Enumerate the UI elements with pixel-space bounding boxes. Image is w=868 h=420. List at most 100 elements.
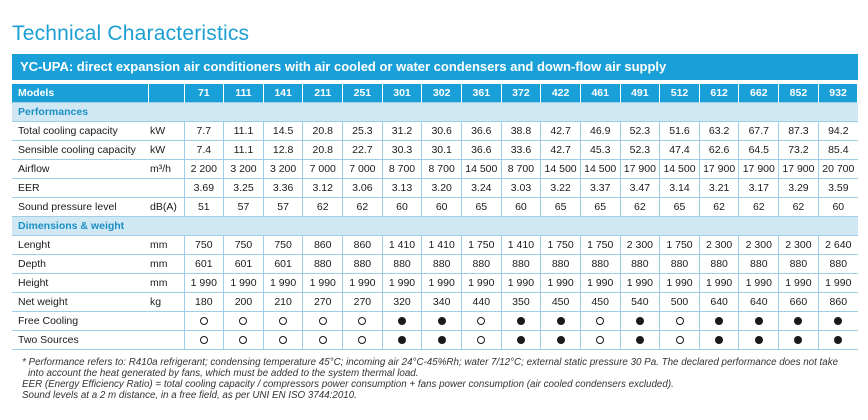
table-cell: 8 700 <box>421 159 462 179</box>
table-cell <box>460 311 502 331</box>
table-cell: 3.24 <box>460 178 502 198</box>
open-circle-icon <box>318 317 327 326</box>
open-circle-icon <box>279 336 288 345</box>
table-row: Height mm 1 990 1 990 1 990 1 990 1 990 1 990 1 … <box>12 273 858 293</box>
row-label: Height <box>12 273 148 293</box>
table-cell <box>421 330 462 350</box>
filled-circle-icon <box>516 336 525 345</box>
table-cell: 1 990 <box>738 273 779 293</box>
table-cell <box>262 311 303 331</box>
table-cell: 3.36 <box>262 178 303 198</box>
table-cell: 65 <box>659 197 700 217</box>
table-cell: 3.06 <box>342 178 383 198</box>
table-cell: 65 <box>579 197 621 217</box>
table-row: Total cooling capacity kW 7.7 11.1 14.5 20.8 2… <box>12 121 858 141</box>
row-label: Sensible cooling capacity <box>12 140 148 160</box>
open-circle-icon <box>239 336 248 345</box>
table-row: Free Cooling <box>12 311 858 331</box>
table-cell: 42.7 <box>540 140 581 160</box>
table-cell: 20.8 <box>302 140 343 160</box>
table-cell: 51.6 <box>659 121 700 141</box>
table-cell: 340 <box>421 292 462 312</box>
table-cell: 60 <box>381 197 422 217</box>
table-cell: 30.3 <box>381 140 422 160</box>
row-unit: kg <box>148 292 184 312</box>
row-unit: kW <box>148 140 184 160</box>
row-label: Total cooling capacity <box>12 121 148 141</box>
table-cell: 38.8 <box>500 121 541 141</box>
row-unit <box>148 178 184 198</box>
table-cell: 7 000 <box>302 159 343 179</box>
row-unit <box>148 330 184 350</box>
table-row: Two Sources <box>12 330 858 350</box>
table-cell: 7 000 <box>342 159 383 179</box>
table-cell: 450 <box>579 292 621 312</box>
table-banner: YC-UPA: direct expansion air conditioner… <box>12 54 858 80</box>
open-circle-icon <box>279 317 288 326</box>
table-cell: 3.25 <box>223 178 264 198</box>
table-cell: 1 990 <box>698 273 739 293</box>
table-cell: 62 <box>698 197 739 217</box>
open-circle-icon <box>596 336 605 345</box>
table-cell: 1 990 <box>223 273 264 293</box>
open-circle-icon <box>675 317 684 326</box>
table-cell: 60 <box>421 197 462 217</box>
table-cell: 880 <box>659 254 700 274</box>
table-cell: 750 <box>183 235 224 255</box>
model-header: 422 <box>540 84 581 103</box>
table-row: EER 3.69 3.25 3.36 3.12 3.06 3.13 3.20 3.24 3.03 3… <box>12 178 858 198</box>
open-circle-icon <box>199 336 208 345</box>
model-header: 461 <box>580 84 621 103</box>
table-cell: 60 <box>817 197 858 217</box>
table-cell: 3.17 <box>738 178 779 198</box>
table-cell: 440 <box>460 292 502 312</box>
table-cell <box>381 330 422 350</box>
row-unit <box>148 311 184 331</box>
filled-circle-icon <box>516 317 525 326</box>
table-cell: 270 <box>342 292 383 312</box>
table-cell: 14 500 <box>540 159 581 179</box>
table-cell <box>778 311 819 331</box>
filled-circle-icon <box>794 317 803 326</box>
table-cell: 65 <box>460 197 502 217</box>
table-cell: 65 <box>540 197 581 217</box>
table-cell: 33.6 <box>500 140 541 160</box>
model-header: 71 <box>184 84 225 103</box>
row-unit: mm <box>148 235 184 255</box>
table-cell: 22.7 <box>342 140 383 160</box>
table-cell: 3 200 <box>223 159 264 179</box>
spec-table: Models 71 111 141 211 251 301 302 361 372 422 461 4… <box>12 84 859 350</box>
table-cell: 880 <box>460 254 502 274</box>
table-cell <box>302 330 343 350</box>
model-header: 301 <box>382 84 423 103</box>
table-cell <box>778 330 819 350</box>
table-row: Depth mm 601 601 601 880 880 880 880 880 880 880 880… <box>12 254 858 274</box>
open-circle-icon <box>358 317 367 326</box>
table-cell: 601 <box>262 254 303 274</box>
table-cell: 1 750 <box>579 235 621 255</box>
table-cell <box>540 311 581 331</box>
filled-circle-icon <box>834 336 843 345</box>
table-cell: 880 <box>778 254 819 274</box>
table-cell: 1 990 <box>262 273 303 293</box>
table-cell: 20.8 <box>302 121 343 141</box>
table-cell: 17 900 <box>698 159 739 179</box>
table-cell: 14 500 <box>579 159 621 179</box>
footnote-sound: Sound levels at a 2 m distance, in a fre… <box>22 390 357 401</box>
table-cell: 1 990 <box>302 273 343 293</box>
table-cell: 3.20 <box>421 178 462 198</box>
table-cell: 2 300 <box>738 235 779 255</box>
table-cell: 17 900 <box>778 159 819 179</box>
table-cell: 3.13 <box>381 178 422 198</box>
open-circle-icon <box>239 317 248 326</box>
table-cell <box>500 311 541 331</box>
table-cell: 860 <box>342 235 383 255</box>
table-cell: 2 200 <box>183 159 224 179</box>
row-label: Free Cooling <box>12 311 148 331</box>
table-cell: 64.5 <box>738 140 779 160</box>
table-cell <box>262 330 303 350</box>
table-cell: 660 <box>778 292 819 312</box>
table-cell <box>223 330 264 350</box>
row-unit: mm <box>148 273 184 293</box>
table-cell <box>381 311 422 331</box>
